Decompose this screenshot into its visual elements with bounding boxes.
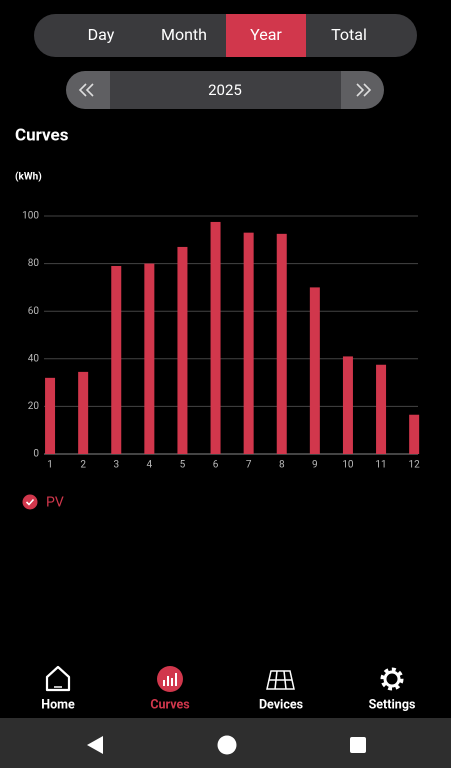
bar — [111, 265, 122, 454]
tab[interactable]: Total — [331, 25, 367, 44]
home-icon[interactable] — [45, 665, 71, 692]
tab[interactable]: Month — [161, 25, 207, 44]
bar — [243, 232, 254, 454]
x-tick-label: 3 — [113, 460, 119, 471]
y-tick-label: 40 — [28, 353, 40, 364]
settings-icon[interactable] — [383, 670, 401, 688]
nav-label[interactable]: Settings — [369, 697, 416, 712]
bar — [309, 287, 320, 454]
x-tick-label: 6 — [213, 460, 219, 471]
nav-label[interactable]: Devices — [259, 697, 303, 712]
check-mark — [25, 498, 35, 506]
recents-button[interactable] — [350, 737, 366, 753]
devices-icon[interactable] — [266, 670, 295, 690]
year: 2025 — [208, 81, 242, 99]
curves-icon-bars — [163, 673, 177, 686]
y-tick-label: 20 — [28, 401, 40, 412]
next-year[interactable] — [356, 83, 372, 97]
nav-label[interactable]: Home — [41, 697, 75, 712]
legend-check[interactable] — [22, 494, 38, 510]
legend-label[interactable]: PV — [46, 495, 64, 511]
bar — [144, 263, 155, 454]
tab[interactable]: Year — [250, 25, 282, 44]
bar — [276, 233, 287, 454]
y-tick-label: 0 — [33, 449, 39, 460]
bar — [342, 356, 353, 454]
x-tick-label: 1 — [47, 460, 53, 471]
x-tick-label: 5 — [180, 460, 186, 471]
y-tick-label: 60 — [28, 306, 40, 317]
x-tick-label: 4 — [147, 460, 153, 471]
year-field — [110, 71, 341, 109]
x-tick-label: 10 — [342, 460, 354, 471]
x-tick-label: 7 — [246, 460, 252, 471]
bar — [210, 221, 221, 454]
section-title: Curves — [15, 125, 69, 145]
bar — [177, 246, 188, 454]
settings-icon-teeth[interactable] — [380, 667, 404, 691]
bar — [376, 364, 387, 454]
y-tick-label: 80 — [28, 258, 40, 269]
x-tick-label: 2 — [80, 460, 86, 471]
prev-year[interactable] — [78, 83, 94, 97]
home-button[interactable] — [217, 735, 237, 755]
x-tick-label: 8 — [279, 460, 285, 471]
bar — [45, 377, 56, 454]
x-tick-label: 11 — [375, 460, 386, 471]
y-tick-label: 100 — [22, 211, 39, 222]
bar — [409, 414, 420, 454]
tab-bar — [34, 14, 417, 57]
y-axis-label: (kWh) — [15, 171, 42, 183]
x-tick-label: 12 — [409, 460, 421, 471]
back-button[interactable] — [87, 736, 103, 754]
tab[interactable]: Day — [88, 25, 115, 44]
tab-selected — [226, 14, 306, 57]
legend[interactable]: PV — [22, 494, 64, 511]
x-tick-label: 9 — [312, 460, 318, 471]
curves-icon[interactable] — [157, 666, 183, 692]
bar — [78, 371, 89, 454]
nav-label[interactable]: Curves — [150, 697, 189, 712]
